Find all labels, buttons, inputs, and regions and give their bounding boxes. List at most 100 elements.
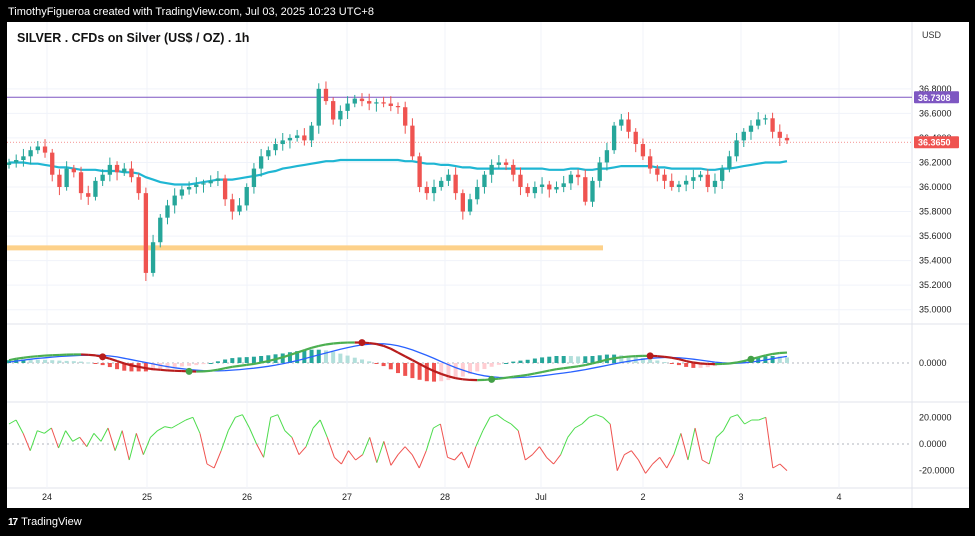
- candle-body: [201, 183, 206, 185]
- macd-histogram-bar: [57, 360, 62, 363]
- macd-line-segment: [311, 344, 320, 349]
- macd-histogram-bar: [338, 353, 343, 363]
- candle-body: [57, 174, 62, 187]
- macd-line-segment: [563, 366, 572, 370]
- macd-line-segment: [253, 361, 262, 366]
- candle-body: [208, 180, 213, 184]
- macd-histogram-bar: [359, 359, 364, 363]
- macd-histogram-bar: [770, 356, 775, 363]
- macd-histogram-bar: [187, 363, 192, 366]
- chart-svg[interactable]: 36.800036.600036.400036.200036.000035.80…: [6, 22, 969, 508]
- candle-body: [222, 178, 228, 200]
- macd-line-segment: [152, 368, 161, 371]
- candle-body: [367, 101, 372, 104]
- macd-histogram-bar: [35, 359, 40, 363]
- candle-body: [626, 119, 631, 132]
- macd-line-segment: [239, 363, 247, 367]
- macd-histogram-bar: [223, 359, 228, 363]
- macd-histogram-bar: [21, 359, 26, 363]
- oscillator-segment: [673, 433, 682, 455]
- oscillator-segment: [249, 427, 258, 445]
- candle-body: [583, 177, 588, 202]
- oscillator-segment: [489, 414, 498, 418]
- macd-line-segment: [160, 368, 168, 372]
- candle-body: [359, 98, 365, 102]
- oscillator-segment: [298, 446, 307, 455]
- macd-line-segment: [585, 362, 593, 367]
- macd-line-segment: [246, 362, 255, 366]
- oscillator-segment: [553, 454, 562, 465]
- time-tick-label: 4: [836, 492, 841, 502]
- oscillator-segment: [227, 417, 236, 431]
- candle-body: [42, 146, 48, 153]
- macd-histogram-bar: [287, 352, 292, 363]
- oscillator-segment: [496, 414, 505, 421]
- candle-body: [727, 156, 732, 169]
- chart-area[interactable]: 36.800036.600036.400036.200036.000035.80…: [6, 22, 969, 508]
- time-tick-label: 25: [142, 492, 152, 502]
- price-tick-label: 35.4000: [919, 256, 952, 266]
- candle-body: [280, 140, 285, 145]
- macd-line-segment: [462, 378, 471, 382]
- oscillator-segment: [425, 427, 434, 451]
- macd-line-segment: [592, 360, 600, 365]
- candle-body: [294, 135, 300, 138]
- macd-line-segment: [577, 364, 586, 368]
- candle-body: [431, 187, 437, 194]
- candle-body: [179, 189, 185, 196]
- oscillator-segment: [567, 427, 576, 438]
- candle-body: [331, 101, 336, 120]
- macd-line-segment: [224, 365, 233, 370]
- candle-body: [597, 162, 602, 181]
- macd-histogram-bar: [194, 363, 199, 366]
- candle-body: [143, 193, 149, 273]
- macd-histogram-bar: [662, 362, 667, 364]
- oscillator-segment: [715, 430, 724, 438]
- oscillator-segment: [609, 423, 618, 471]
- oscillator-segment: [220, 430, 229, 451]
- price-tick-label: 36.8000: [919, 84, 952, 94]
- macd-line-segment: [527, 372, 536, 376]
- candle-body: [619, 119, 624, 126]
- macd-line-segment: [671, 356, 680, 361]
- macd-line-segment: [729, 361, 737, 365]
- oscillator-segment: [22, 433, 31, 451]
- macd-line-segment: [123, 362, 132, 367]
- oscillator-segment: [93, 433, 102, 442]
- macd-line-segment: [556, 367, 564, 371]
- oscillator-segment: [256, 443, 265, 458]
- candle-body: [345, 103, 350, 111]
- candle-body: [86, 193, 91, 197]
- brand-footer[interactable]: 17 TradingView: [8, 516, 82, 528]
- macd-line-segment: [433, 370, 442, 375]
- oscillator-segment: [390, 454, 399, 466]
- oscillator-segment: [722, 417, 731, 431]
- oscillator-segment: [157, 426, 165, 432]
- macd-histogram-bar: [331, 351, 336, 363]
- macd-histogram-bar: [352, 357, 357, 363]
- oscillator-segment: [312, 419, 321, 429]
- macd-cross-down-dot: [358, 339, 366, 347]
- candle-body: [446, 174, 451, 181]
- macd-cross-up-dot: [488, 375, 496, 383]
- currency-label: USD: [922, 30, 942, 40]
- oscillator-segment: [15, 419, 24, 434]
- macd-histogram-bar: [432, 363, 437, 382]
- candle-body: [683, 180, 689, 185]
- candle-body: [547, 184, 552, 190]
- candle-body: [611, 125, 617, 151]
- macd-line-segment: [678, 358, 687, 363]
- oscillator-segment: [369, 437, 378, 463]
- oscillator-segment: [744, 419, 752, 425]
- oscillator-segment: [185, 416, 194, 421]
- macd-histogram-bar: [540, 357, 545, 363]
- macd-histogram-bar: [244, 357, 249, 363]
- price-axis[interactable]: 36.800036.600036.400036.200036.000035.80…: [914, 84, 959, 476]
- macd-line-segment: [30, 355, 38, 358]
- macd-line-segment: [217, 367, 226, 371]
- oscillator-segment: [376, 441, 385, 463]
- macd-line-segment: [455, 377, 464, 381]
- oscillator-segment: [433, 423, 441, 429]
- time-axis[interactable]: 24 25 26 27 28 Jul 2 3 4: [42, 492, 842, 502]
- macd-histogram-bar: [424, 363, 429, 382]
